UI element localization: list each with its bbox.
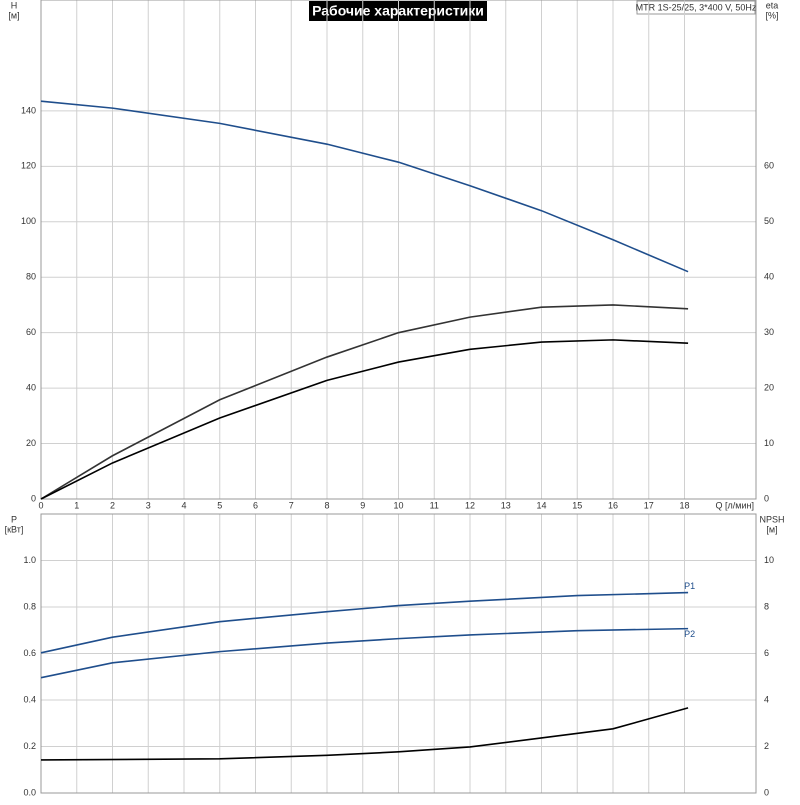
series-line (40, 339, 689, 500)
x-tick-label: 10 (393, 500, 403, 510)
y2-axis-unit: [%] (765, 10, 778, 20)
series-label: P1 (684, 581, 695, 591)
x-tick-label: 13 (501, 500, 511, 510)
x-tick-label: 4 (181, 500, 186, 510)
y-tick-label: 1.0 (23, 555, 36, 565)
x-tick-label: 14 (536, 500, 546, 510)
series-line (40, 304, 689, 500)
x-tick-label: 0 (38, 500, 43, 510)
y-tick-label: 0.2 (23, 741, 36, 751)
y2-tick-label: 20 (764, 382, 774, 392)
y2-tick-label: 8 (764, 601, 769, 611)
x-tick-label: 11 (430, 500, 439, 510)
y-axis-label: H (11, 0, 18, 10)
x-tick-label: 18 (679, 500, 689, 510)
y-tick-label: 0.4 (23, 694, 36, 704)
y-tick-label: 0.8 (23, 601, 36, 611)
y-tick-label: 60 (26, 327, 36, 337)
x-axis-label: Q [л/мин] (716, 500, 754, 510)
y-tick-label: 0.0 (23, 787, 36, 797)
info: MTR 1S-25/25, 3*400 V, 50Hz (636, 2, 757, 12)
y2-tick-label: 4 (764, 694, 769, 704)
y-tick-label: 0.6 (23, 648, 36, 658)
x-tick-label: 9 (360, 500, 365, 510)
x-tick-label: 12 (465, 500, 475, 510)
y-tick-label: 120 (21, 161, 36, 171)
y2-axis-unit: [м] (766, 524, 777, 534)
x-tick-label: 5 (217, 500, 222, 510)
y-axis-label: P (11, 514, 17, 524)
y2-tick-label: 50 (764, 216, 774, 226)
y2-tick-label: 6 (764, 648, 769, 658)
y2-tick-label: 0 (764, 493, 769, 503)
y2-tick-label: 40 (764, 272, 774, 282)
x-tick-label: 7 (289, 500, 294, 510)
series-line (40, 100, 689, 273)
y-tick-label: 140 (21, 105, 36, 115)
y2-axis-label: NPSH (759, 514, 784, 524)
series-line (40, 591, 689, 654)
y2-tick-label: 30 (764, 327, 774, 337)
x-tick-label: 8 (324, 500, 329, 510)
x-tick-label: 16 (608, 500, 618, 510)
series-line (40, 627, 689, 679)
series-line (40, 707, 689, 761)
y-axis-unit: [кВт] (5, 524, 24, 534)
y2-tick-label: 10 (764, 555, 774, 565)
y2-axis-label: eta (766, 0, 779, 10)
y-tick-label: 0 (31, 493, 36, 503)
plot-frame (40, 0, 757, 500)
x-tick-label: 6 (253, 500, 258, 510)
series-label: P2 (684, 629, 695, 639)
y2-tick-label: 60 (764, 161, 774, 171)
x-tick-label: 3 (146, 500, 151, 510)
x-tick-label: 1 (74, 500, 79, 510)
y-tick-label: 100 (21, 216, 36, 226)
y-tick-label: 40 (26, 382, 36, 392)
y2-tick-label: 2 (764, 741, 769, 751)
x-tick-label: 17 (644, 500, 654, 510)
info-box (636, 0, 756, 15)
plot-frame (40, 513, 757, 794)
y-tick-label: 20 (26, 438, 36, 448)
x-tick-label: 15 (572, 500, 582, 510)
y2-tick-label: 10 (764, 438, 774, 448)
x-tick-label: 2 (110, 500, 115, 510)
y-tick-label: 80 (26, 272, 36, 282)
y-axis-unit: [м] (8, 10, 19, 20)
y2-tick-label: 0 (764, 787, 769, 797)
